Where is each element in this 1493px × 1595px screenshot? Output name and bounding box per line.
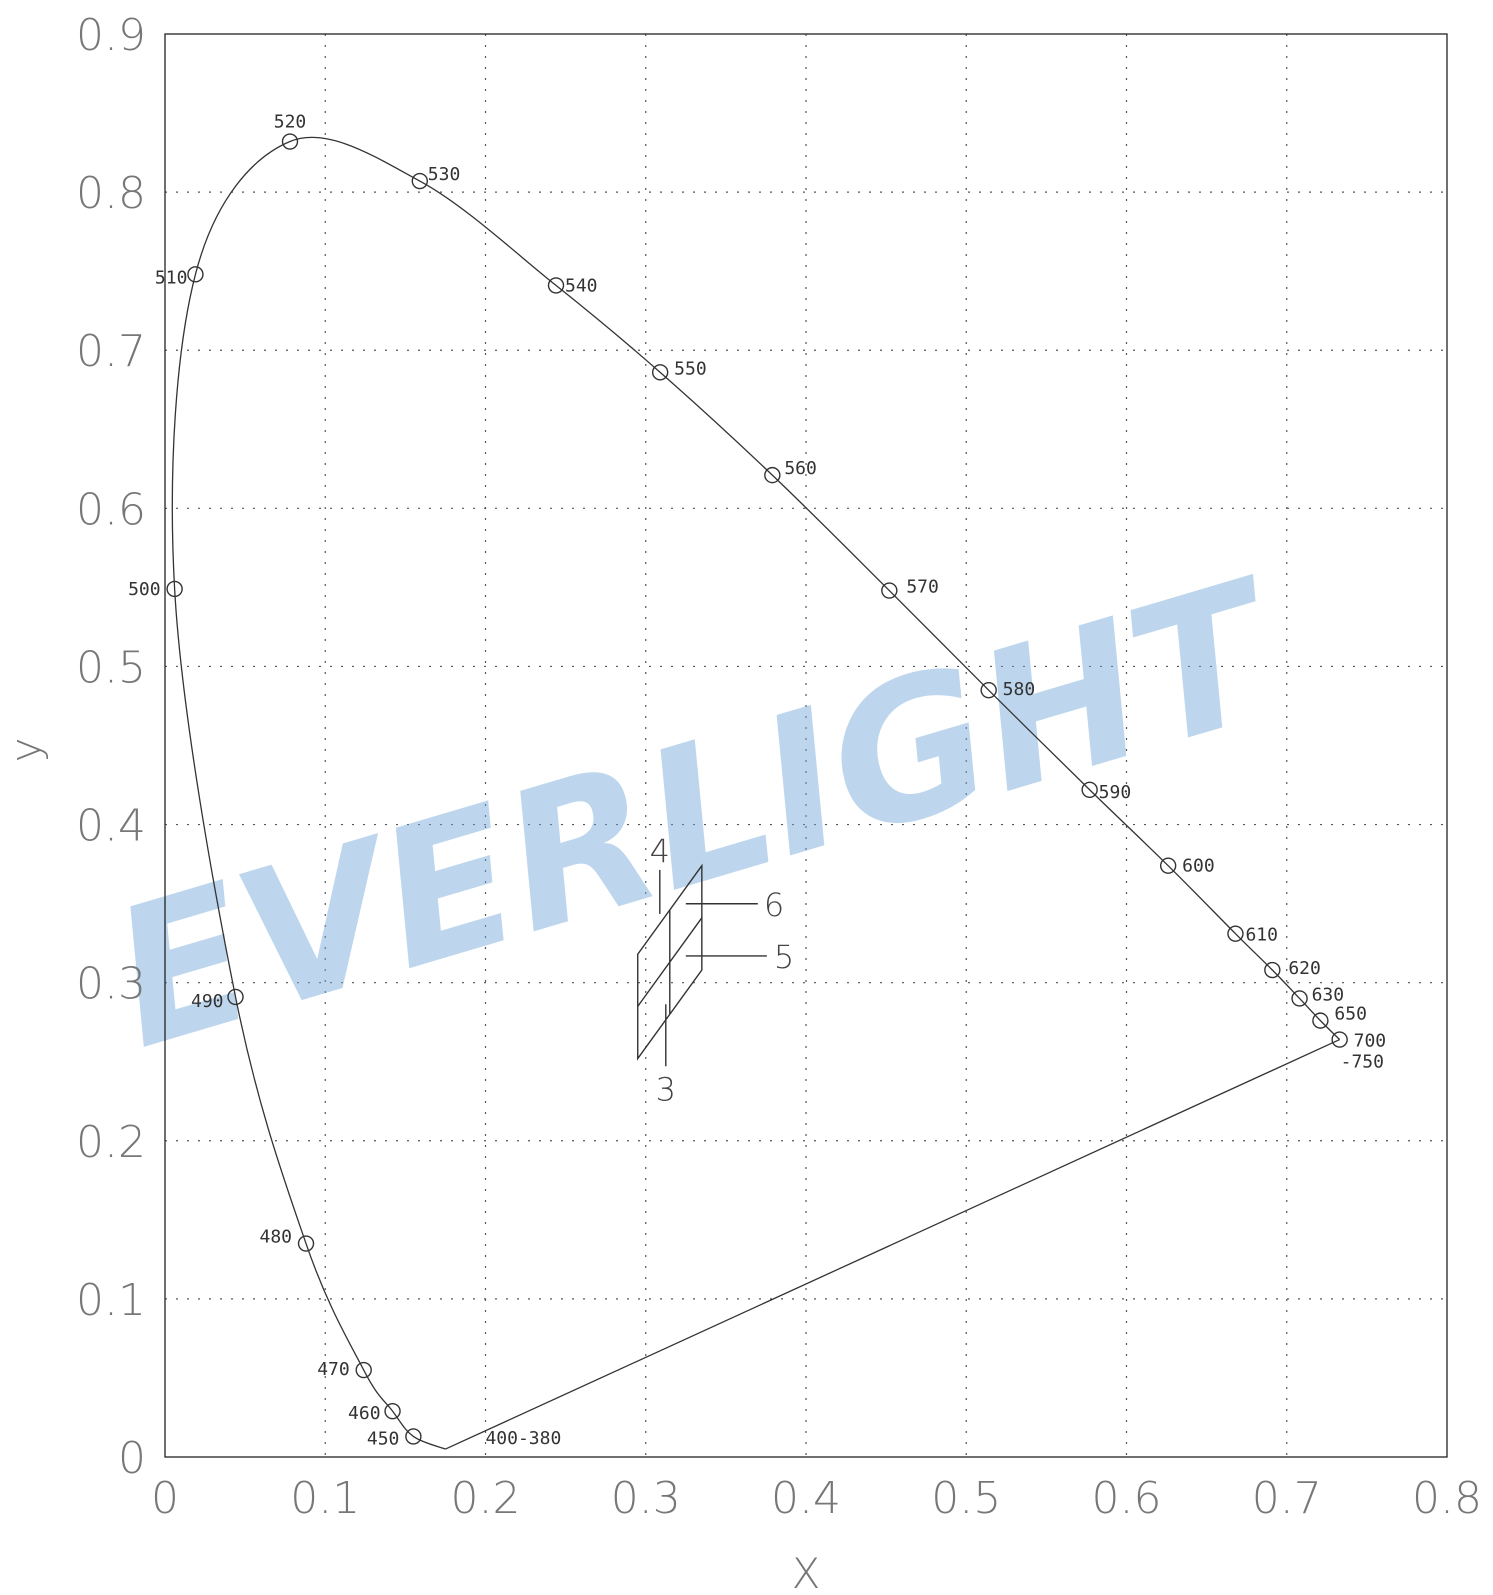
wavelength-marker bbox=[227, 988, 244, 1006]
y-tick-label: 0.6 bbox=[76, 484, 146, 535]
x-tick-label: 0.4 bbox=[771, 1473, 841, 1524]
y-tick-label: 0.4 bbox=[76, 801, 146, 852]
bin-outline bbox=[637, 863, 703, 1061]
wavelength-marker bbox=[1264, 961, 1281, 979]
wavelength-marker bbox=[166, 580, 183, 598]
wavelength-label: 470 bbox=[317, 1359, 350, 1380]
wavelength-marker bbox=[411, 172, 428, 190]
wavelength-label: 510 bbox=[155, 267, 188, 288]
wavelength-label: 620 bbox=[1288, 958, 1321, 979]
x-tick-label: 0.8 bbox=[1412, 1473, 1482, 1524]
wavelength-marker bbox=[384, 1402, 401, 1420]
wavelength-label: 700 -750 bbox=[1341, 1031, 1387, 1073]
wavelength-label: 570 bbox=[906, 577, 939, 598]
wavelength-label: 650 bbox=[1334, 1004, 1367, 1025]
wavelength-label: 590 bbox=[1099, 782, 1132, 803]
watermark: EVERLIGHT bbox=[90, 538, 1306, 1091]
y-tick-label: 0.1 bbox=[76, 1275, 146, 1326]
spectral-locus-curve bbox=[171, 136, 1341, 1450]
wavelength-label: 580 bbox=[1003, 679, 1036, 700]
bin-label-3: 3 bbox=[656, 1070, 676, 1108]
wavelength-marker bbox=[405, 1428, 422, 1445]
wavelength-label: 520 bbox=[274, 112, 307, 133]
wavelength-label: 610 bbox=[1245, 925, 1278, 946]
wavelength-marker bbox=[1081, 781, 1098, 798]
grid-lines bbox=[165, 34, 1447, 1457]
y-tick-label: 0.8 bbox=[76, 168, 146, 219]
spectral-locus: 450 460 470 480 490 500 510 520 530 540 550 560 570 5… bbox=[128, 112, 1386, 1450]
tick-labels: 0 0.1 0.2 0.3 0.4 0.5 0.6 0.7 0.8 0 0.1 0.2 0.3 0.4 0.… bbox=[76, 10, 1482, 1524]
wavelength-marker bbox=[1159, 857, 1177, 874]
wavelength-marker bbox=[1227, 925, 1244, 942]
wavelength-marker bbox=[651, 364, 669, 381]
wavelength-marker bbox=[187, 266, 204, 283]
bin-label-5: 5 bbox=[774, 938, 794, 976]
y-tick-label: 0.7 bbox=[76, 326, 146, 377]
bin-label-6: 6 bbox=[764, 886, 784, 924]
bin-label-4: 4 bbox=[650, 832, 670, 870]
wavelength-label: 560 bbox=[784, 458, 817, 479]
watermark-text: EVERLIGHT bbox=[90, 538, 1306, 1091]
x-axis-label: X bbox=[792, 1549, 821, 1595]
wavelength-label: 480 bbox=[260, 1227, 293, 1248]
wavelength-label: 600 bbox=[1182, 856, 1215, 877]
wavelength-label: 450 bbox=[367, 1428, 400, 1449]
x-tick-label: 0.3 bbox=[611, 1473, 681, 1524]
y-tick-label: 0.5 bbox=[76, 642, 146, 693]
wavelength-label: 460 bbox=[348, 1403, 381, 1424]
wavelength-label: 550 bbox=[674, 358, 707, 379]
wavelength-marker bbox=[281, 133, 299, 150]
wavelength-marker bbox=[547, 277, 565, 294]
x-tick-label: 0.7 bbox=[1252, 1473, 1322, 1524]
wavelength-label: 490 bbox=[191, 991, 224, 1012]
purple-line bbox=[445, 1038, 1340, 1450]
wavelength-label: 540 bbox=[565, 275, 598, 296]
wavelength-marker bbox=[355, 1361, 372, 1379]
x-tick-label: 0.2 bbox=[451, 1473, 521, 1524]
wavelength-marker bbox=[1291, 990, 1308, 1007]
x-tick-label: 0.6 bbox=[1092, 1473, 1162, 1524]
x-tick-label: 0 bbox=[151, 1473, 179, 1524]
wavelength-marker bbox=[297, 1235, 315, 1252]
y-tick-label: 0.2 bbox=[76, 1117, 146, 1168]
wavelength-marker bbox=[980, 681, 997, 699]
wavelength-label: 530 bbox=[428, 164, 461, 185]
y-tick-label: 0.9 bbox=[76, 10, 146, 61]
purple-line-label: 400-380 bbox=[485, 1428, 561, 1449]
x-tick-label: 0.1 bbox=[290, 1473, 360, 1524]
wavelength-marker bbox=[1331, 1031, 1348, 1048]
chromaticity-bins: 3 4 5 6 bbox=[637, 832, 794, 1108]
y-axis-label: y bbox=[1, 738, 50, 763]
wavelength-marker bbox=[1312, 1012, 1329, 1029]
y-tick-label: 0.3 bbox=[76, 959, 146, 1010]
x-tick-label: 0.5 bbox=[931, 1473, 1001, 1524]
wavelength-label: 630 bbox=[1312, 984, 1345, 1005]
wavelength-label: 500 bbox=[128, 579, 161, 600]
wavelength-marker bbox=[881, 582, 898, 599]
y-tick-label: 0 bbox=[118, 1433, 146, 1484]
plot-frame bbox=[164, 33, 1448, 1458]
wavelength-marker bbox=[764, 466, 781, 484]
